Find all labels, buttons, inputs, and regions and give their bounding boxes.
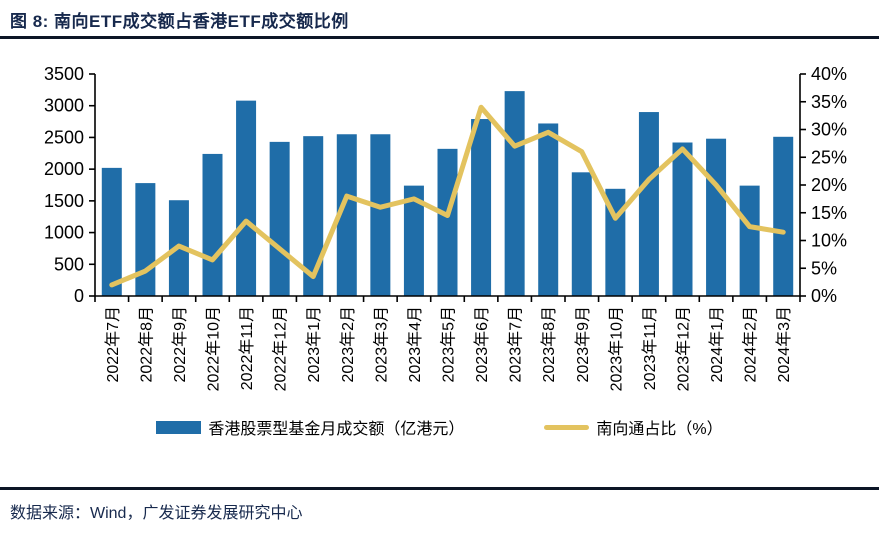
x-axis-label: 2022年12月 <box>272 306 290 391</box>
x-axis-label: 2023年1月 <box>305 306 323 383</box>
x-axis-label: 2023年2月 <box>339 306 357 383</box>
bar <box>538 123 559 296</box>
x-axis-label: 2022年8月 <box>137 306 155 383</box>
bar <box>437 148 458 296</box>
y-axis-left-label: 1000 <box>44 223 84 243</box>
y-axis-left-label: 0 <box>74 286 84 306</box>
y-axis-left-label: 2500 <box>44 127 84 147</box>
x-axis-label: 2023年10月 <box>607 306 625 391</box>
bar <box>638 112 659 296</box>
bar <box>739 185 760 296</box>
bar <box>504 91 525 296</box>
bar <box>571 172 592 296</box>
combo-chart: 3500 3000 2500 2000 1500 1000 500 0 40% 35% 30% 25%… <box>44 64 847 391</box>
bar <box>370 134 391 296</box>
x-axis-label: 2023年12月 <box>675 306 693 391</box>
bar <box>202 153 223 296</box>
chart-area: 3500 3000 2500 2000 1500 1000 500 0 40% 35% 30% 25%… <box>0 39 879 407</box>
x-axis-label: 2022年10月 <box>205 306 223 391</box>
figure-header: 图 8: 南向ETF成交额占香港ETF成交额比例 <box>0 0 879 39</box>
x-axis-label: 2022年11月 <box>238 306 256 390</box>
y-axis-right-label: 0% <box>811 286 837 306</box>
bar <box>336 134 357 296</box>
x-axis-label: 2024年1月 <box>708 306 726 383</box>
x-axis-label: 2023年8月 <box>540 306 558 383</box>
bar <box>471 119 492 296</box>
y-axis-right-label: 40% <box>811 64 847 84</box>
x-axis-label: 2023年9月 <box>574 306 592 383</box>
x-axis-label: 2023年6月 <box>473 306 491 383</box>
y-axis-right-label: 10% <box>811 231 847 251</box>
legend-bar-label: 香港股票型基金月成交额（亿港元） <box>208 421 465 438</box>
x-axis-label: 2024年3月 <box>775 306 793 383</box>
x-axis-label: 2023年5月 <box>440 306 458 383</box>
y-axis-left-label: 3000 <box>44 96 84 116</box>
x-axis-label: 2024年2月 <box>742 306 760 383</box>
data-source: 数据来源：Wind，广发证券发展研究中心 <box>10 505 303 522</box>
footer: 数据来源：Wind，广发证券发展研究中心 <box>0 487 879 535</box>
y-axis-left-label: 500 <box>54 254 84 274</box>
bar <box>269 141 290 296</box>
y-axis-right-label: 15% <box>811 203 847 223</box>
y-axis-right-label: 30% <box>811 120 847 140</box>
y-axis-left-label: 1500 <box>44 191 84 211</box>
x-axis-label: 2022年7月 <box>104 306 122 383</box>
bar <box>135 183 156 296</box>
x-axis-label: 2023年11月 <box>641 306 659 390</box>
x-axis-label: 2023年3月 <box>372 306 390 383</box>
y-axis-left-label: 3500 <box>44 64 84 84</box>
bar <box>236 100 257 296</box>
y-axis-right-label: 35% <box>811 92 847 112</box>
legend: 香港股票型基金月成交额（亿港元） 南向通占比（%） <box>0 415 879 439</box>
ratio-line <box>109 104 786 288</box>
x-axis-label: 2023年7月 <box>507 306 525 383</box>
legend-line-label: 南向通占比（%） <box>596 421 723 438</box>
legend-line-swatch <box>544 424 590 430</box>
bar <box>403 185 424 296</box>
y-axis-right-label: 25% <box>811 147 847 167</box>
legend-item-line: 南向通占比（%） <box>544 415 723 439</box>
bar <box>101 167 122 296</box>
bar <box>672 142 693 296</box>
bar <box>303 136 324 296</box>
bar <box>706 138 727 296</box>
y-axis-right-label: 20% <box>811 175 847 195</box>
y-axis-left-label: 2000 <box>44 159 84 179</box>
legend-item-bar: 香港股票型基金月成交额（亿港元） <box>156 415 464 439</box>
bar <box>773 136 794 296</box>
y-axis-right-label: 5% <box>811 258 837 278</box>
legend-bar-swatch <box>156 420 202 434</box>
x-axis-label: 2023年4月 <box>406 306 424 383</box>
figure-title: 图 8: 南向ETF成交额占香港ETF成交额比例 <box>10 12 349 31</box>
x-axis-label: 2022年9月 <box>171 306 189 383</box>
